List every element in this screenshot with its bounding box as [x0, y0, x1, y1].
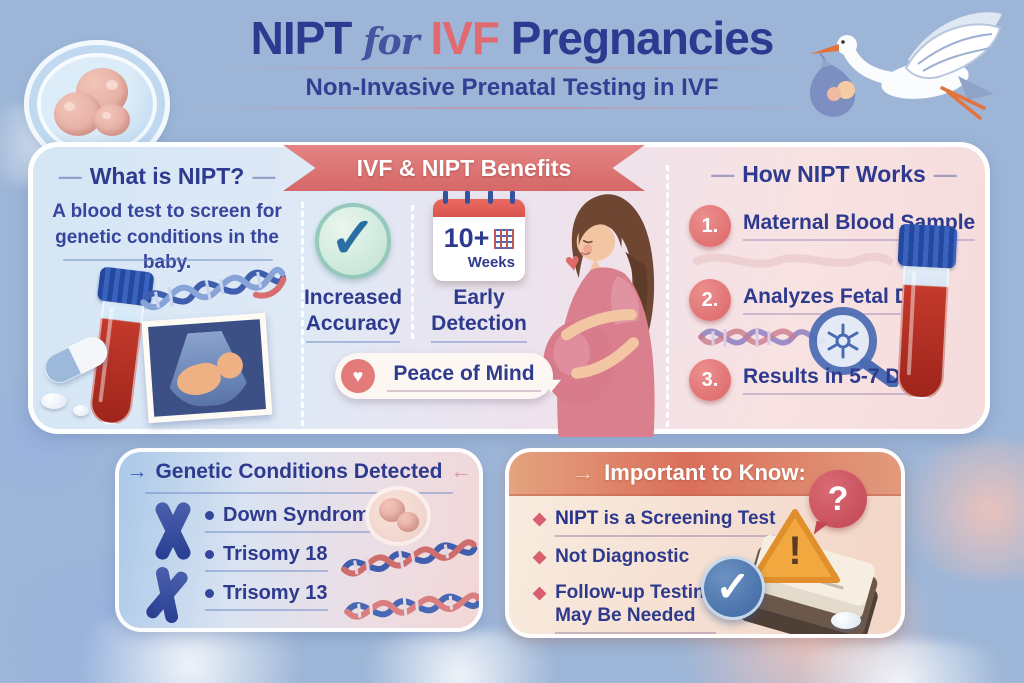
condition-down-syndrome: Down Syndrome: [205, 504, 381, 533]
note-rest: is a Screening Test: [598, 508, 776, 529]
arrow-right-icon: →: [572, 460, 595, 485]
benefits-banner: IVF & NIPT Benefits: [283, 145, 645, 191]
step-2-badge: 2.: [689, 279, 731, 321]
header: NIPT for IVF Pregnancies Non-Invasive Pr…: [0, 14, 1024, 114]
important-to-know-title: Important to Know:: [604, 460, 806, 485]
body-line: genetic conditions in the baby.: [55, 226, 279, 274]
genetic-conditions-title: Genetic Conditions Detected: [155, 460, 443, 483]
ultrasound-photo-icon: [141, 312, 273, 424]
check-badge-icon: ✓: [701, 556, 765, 620]
column-divider: [666, 165, 669, 427]
benefit-accuracy-label: Increased Accuracy: [281, 285, 425, 343]
label-line: Accuracy: [305, 312, 401, 336]
label-line: Early: [453, 286, 505, 309]
column-divider: [301, 202, 304, 426]
pill-icon: [831, 612, 861, 629]
note-screening-test: ◆ NIPT is a Screening Test: [533, 508, 776, 537]
how-nipt-works-heading: — How NIPT Works —: [678, 161, 990, 188]
what-is-nipt-body: A blood test to screen for genetic condi…: [39, 199, 295, 276]
title-for: for: [363, 21, 419, 63]
step-3-badge: 3.: [689, 359, 731, 401]
note-line: Follow-up Testing: [555, 582, 717, 603]
peace-of-mind-bubble: ♥ Peace of Mind: [335, 353, 553, 399]
label-line: Detection: [431, 312, 527, 336]
dna-helix-icon: [341, 539, 478, 577]
step-1-badge: 1.: [689, 205, 731, 247]
chromosome-icon: [137, 562, 197, 628]
main-panel: — What is NIPT? — A blood test to screen f…: [28, 142, 990, 437]
body-line: A blood test to screen for: [52, 201, 282, 222]
dash-decoration: —: [252, 163, 276, 189]
tube-cap: [897, 223, 958, 269]
benefits-banner-label: IVF & NIPT Benefits: [356, 154, 572, 181]
note-follow-up: ◆ Follow-up Testing May Be Needed: [533, 582, 717, 634]
squiggle-decoration: [693, 252, 893, 268]
blood-tube-icon: [890, 223, 958, 405]
dna-helix-icon: [344, 592, 479, 620]
page-subtitle: Non-Invasive Prenatal Testing in IVF: [305, 74, 719, 102]
stork-with-baby-icon: [809, 12, 1002, 120]
arrow-left-icon: ←: [450, 460, 472, 483]
ultrasound-screen: [147, 319, 267, 417]
check-circle-icon: ✓: [315, 203, 391, 279]
how-nipt-works-title: How NIPT Works: [742, 161, 926, 187]
condition-trisomy-13: Trisomy 13: [205, 582, 328, 611]
step-3-label: Results in 5-7 Days: [743, 365, 936, 395]
diamond-bullet-icon: ◆: [533, 509, 547, 528]
peace-of-mind-label: Peace of Mind: [387, 360, 541, 392]
tube-glass: [896, 265, 950, 401]
note-text: Not Diagnostic: [555, 546, 690, 567]
calendar-grid-icon: [494, 228, 515, 249]
genetic-conditions-heading: → Genetic Conditions Detected ←: [119, 460, 479, 484]
title-divider: [217, 67, 807, 70]
what-is-nipt-heading: — What is NIPT? —: [33, 163, 301, 190]
heart-icon: ♥: [341, 359, 375, 393]
exclamation-icon: !: [788, 529, 802, 573]
what-is-nipt-title: What is NIPT?: [89, 163, 245, 189]
diamond-bullet-icon: ◆: [533, 547, 547, 566]
bullet-dot: [205, 550, 214, 559]
genetic-conditions-panel: → Genetic Conditions Detected ← Down Syndr…: [115, 448, 483, 632]
dna-helix-icon: [140, 266, 287, 311]
title-pregnancies: Pregnancies: [510, 12, 775, 64]
chromosome-icon: [147, 500, 199, 562]
note-not-diagnostic: ◆ Not Diagnostic: [533, 546, 689, 569]
question-bubble-icon: ?: [809, 470, 867, 528]
important-to-know-panel: →Important to Know:← ◆ NIPT is a Screeni…: [505, 448, 905, 638]
underline: [63, 259, 273, 261]
calendar-header: [433, 199, 525, 217]
dash-decoration: —: [711, 161, 735, 187]
pill-icon: [73, 405, 89, 416]
dash-decoration: —: [933, 161, 957, 187]
note-line: May Be Needed: [555, 604, 696, 626]
check-glyph: ✓: [329, 206, 377, 269]
condition-trisomy-18: Trisomy 18: [205, 543, 328, 572]
embryo-cell: [94, 104, 130, 136]
title-ivf: IVF: [430, 12, 500, 64]
bullet-dot: [205, 589, 214, 598]
benefit-divider: [411, 205, 414, 339]
warning-triangle-icon: [750, 509, 840, 583]
calendar-pins: [443, 190, 515, 204]
benefit-detection-label: Early Detection: [421, 285, 537, 343]
subtitle-divider: [182, 107, 842, 110]
bullet-dot: [205, 511, 214, 520]
embryo-cell: [397, 512, 419, 532]
arrow-right-icon: →: [126, 460, 148, 483]
title-nipt: NIPT: [250, 12, 353, 64]
pregnant-woman-illustration: [543, 194, 655, 437]
pill-icon: [41, 393, 67, 409]
dash-decoration: —: [58, 163, 82, 189]
embryo-icon: [365, 486, 431, 546]
diamond-bullet-icon: ◆: [533, 583, 547, 602]
page-title: NIPT for IVF Pregnancies: [0, 14, 1024, 62]
calendar-weeks-unit: Weeks: [467, 254, 515, 271]
calendar-icon: 10+ Weeks: [433, 190, 525, 281]
calendar-weeks-number: 10+: [443, 223, 490, 253]
dna-magnifier-icon: [698, 307, 899, 387]
note-bold: NIPT: [555, 508, 599, 529]
label-line: Increased: [303, 286, 403, 309]
underline: [145, 492, 453, 494]
